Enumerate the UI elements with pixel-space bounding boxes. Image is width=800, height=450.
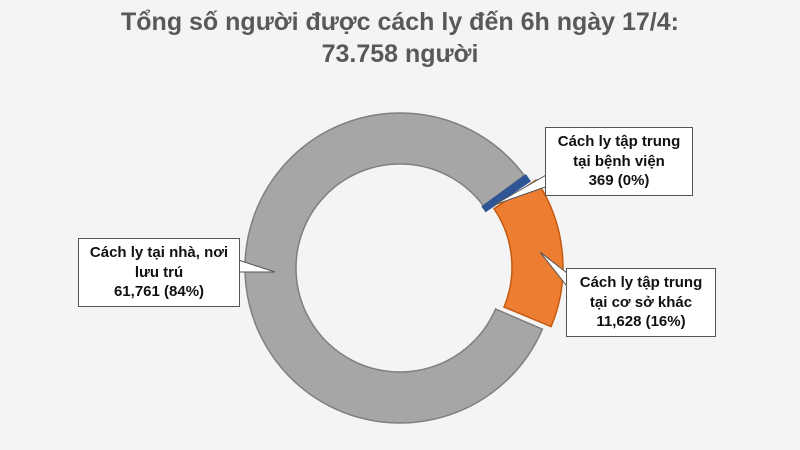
category-label: Cách ly tập trung tại cơ sở khác (579, 274, 703, 311)
callout: Cách ly tập trung tại bệnh viện 369 (0%) (545, 127, 693, 196)
value-label: 61,761 (84%) (113, 283, 205, 300)
callout: Cách ly tập trung tại cơ sở khác 11,628 … (566, 268, 716, 337)
value-label: 11,628 (16%) (596, 313, 686, 330)
category-label: Cách ly tập trung tại bệnh viện (557, 133, 681, 170)
value-label: 369 (0%) (588, 172, 650, 189)
chart-subtitle: 73.758 người (321, 40, 479, 68)
donut-slice (244, 112, 544, 424)
chart-title: Tổng số người được cách ly đến 6h ngày 1… (121, 8, 679, 36)
category-label: Cách ly tại nhà, nơi lưu trú (89, 244, 229, 281)
donut-slice (492, 179, 564, 328)
donut-slice (481, 174, 531, 213)
callout: Cách ly tại nhà, nơi lưu trú 61,761 (84%… (78, 238, 240, 307)
